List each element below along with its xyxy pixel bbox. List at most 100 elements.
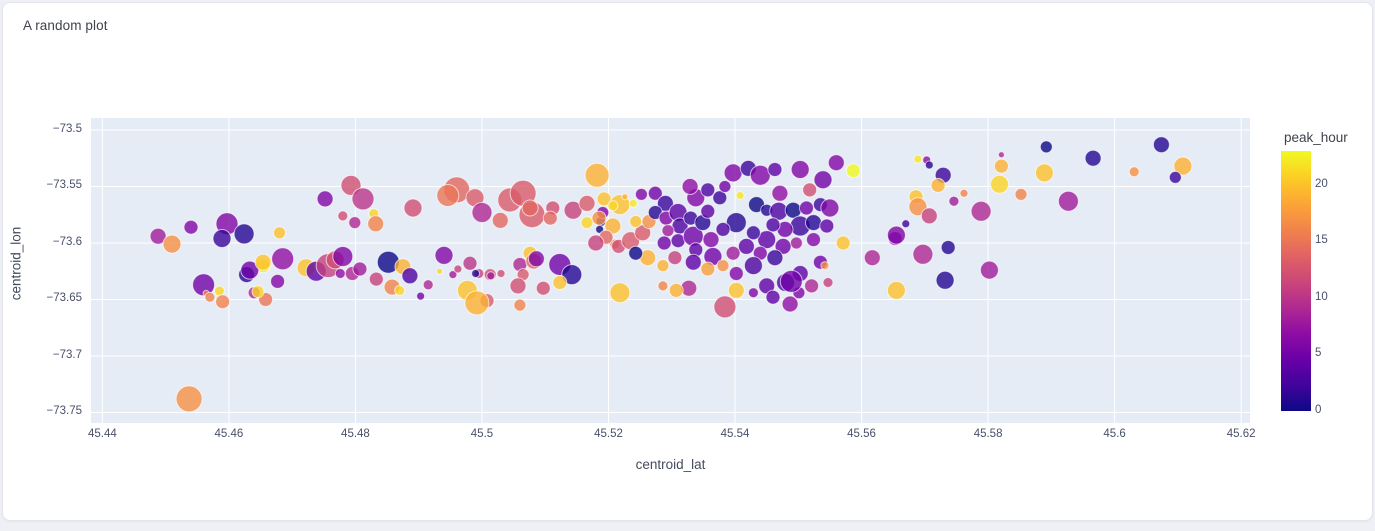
scatter-point[interactable] (175, 385, 203, 413)
scatter-point[interactable] (591, 210, 607, 226)
scatter-point[interactable] (745, 225, 761, 241)
scatter-point[interactable] (790, 160, 810, 179)
scatter-point[interactable] (700, 261, 716, 277)
scatter-point[interactable] (684, 253, 702, 271)
scatter-plot[interactable] (91, 118, 1250, 423)
scatter-point[interactable] (1152, 136, 1170, 154)
scatter-point[interactable] (901, 219, 911, 229)
scatter-point[interactable] (924, 160, 934, 170)
scatter-point[interactable] (270, 273, 286, 289)
scatter-point[interactable] (422, 279, 434, 291)
scatter-point[interactable] (667, 250, 683, 266)
scatter-point[interactable] (681, 178, 699, 195)
scatter-point[interactable] (959, 188, 969, 198)
scatter-point[interactable] (727, 281, 745, 299)
scatter-point[interactable] (587, 234, 605, 252)
scatter-point[interactable] (436, 267, 444, 275)
scatter-point[interactable] (716, 259, 730, 273)
scatter-point[interactable] (718, 180, 732, 193)
scatter-point[interactable] (471, 269, 481, 278)
scatter-point[interactable] (806, 232, 821, 248)
scatter-point[interactable] (162, 234, 182, 254)
scatter-point[interactable] (765, 217, 781, 233)
scatter-point[interactable] (802, 182, 818, 198)
plot-area[interactable] (91, 118, 1250, 423)
scatter-points-layer[interactable] (149, 136, 1193, 413)
scatter-point[interactable] (712, 190, 728, 206)
scatter-point[interactable] (542, 210, 558, 226)
scatter-point[interactable] (835, 235, 851, 251)
scatter-point[interactable] (913, 154, 923, 164)
scatter-point[interactable] (668, 282, 684, 298)
scatter-point[interactable] (513, 298, 527, 312)
scatter-point[interactable] (990, 174, 1009, 194)
scatter-point[interactable] (453, 264, 463, 274)
scatter-point[interactable] (367, 215, 385, 233)
scatter-point[interactable] (273, 226, 286, 240)
scatter-point[interactable] (394, 284, 406, 296)
scatter-point[interactable] (725, 212, 747, 234)
scatter-point[interactable] (348, 216, 362, 230)
scatter-point[interactable] (735, 191, 745, 200)
scatter-point[interactable] (434, 245, 454, 265)
scatter-point[interactable] (813, 170, 833, 190)
scatter-point[interactable] (527, 250, 545, 268)
scatter-point[interactable] (233, 223, 255, 245)
scatter-point[interactable] (486, 271, 496, 281)
scatter-point[interactable] (215, 294, 231, 310)
scatter-point[interactable] (997, 151, 1005, 159)
scatter-point[interactable] (561, 264, 583, 286)
scatter-point[interactable] (149, 227, 167, 245)
scatter-point[interactable] (863, 249, 881, 267)
scatter-point[interactable] (948, 195, 960, 207)
scatter-point[interactable] (747, 287, 759, 299)
scatter-point[interactable] (713, 295, 737, 319)
scatter-point[interactable] (820, 198, 840, 218)
scatter-point[interactable] (737, 237, 755, 255)
scatter-point[interactable] (496, 269, 506, 278)
scatter-point[interactable] (192, 273, 216, 297)
scatter-point[interactable] (700, 203, 716, 219)
scatter-point[interactable] (240, 260, 260, 280)
scatter-point[interactable] (886, 280, 906, 300)
scatter-point[interactable] (621, 193, 629, 201)
scatter-point[interactable] (607, 200, 619, 212)
scatter-point[interactable] (464, 290, 490, 316)
scatter-point[interactable] (1034, 163, 1054, 183)
scatter-point[interactable] (757, 230, 777, 250)
scatter-point[interactable] (743, 256, 763, 276)
scatter-point[interactable] (634, 187, 648, 201)
scatter-point[interactable] (647, 185, 663, 201)
scatter-point[interactable] (580, 216, 594, 230)
scatter-point[interactable] (491, 211, 509, 229)
scatter-point[interactable] (352, 261, 368, 277)
scatter-point[interactable] (715, 221, 731, 237)
scatter-point[interactable] (403, 198, 423, 218)
scatter-point[interactable] (656, 259, 670, 273)
scatter-point[interactable] (979, 260, 999, 280)
scatter-point[interactable] (820, 261, 830, 271)
scatter-point[interactable] (552, 275, 568, 290)
scatter-point[interactable] (1128, 166, 1140, 178)
scatter-point[interactable] (584, 162, 610, 188)
scatter-point[interactable] (819, 218, 835, 234)
scatter-point[interactable] (332, 246, 354, 267)
scatter-point[interactable] (628, 198, 638, 208)
scatter-point[interactable] (351, 187, 375, 211)
scatter-point[interactable] (728, 266, 744, 281)
scatter-point[interactable] (271, 247, 295, 271)
scatter-point[interactable] (767, 162, 783, 177)
scatter-point[interactable] (401, 267, 419, 285)
scatter-point[interactable] (1084, 149, 1102, 167)
scatter-point[interactable] (993, 158, 1009, 174)
scatter-point[interactable] (416, 291, 426, 301)
scatter-point[interactable] (462, 255, 478, 271)
scatter-point[interactable] (935, 270, 955, 290)
scatter-point[interactable] (912, 243, 934, 265)
scatter-point[interactable] (771, 184, 789, 202)
scatter-point[interactable] (609, 282, 631, 304)
scatter-point[interactable] (822, 277, 834, 288)
scatter-point[interactable] (1168, 170, 1182, 184)
scatter-point[interactable] (827, 154, 845, 172)
scatter-point[interactable] (940, 240, 956, 255)
